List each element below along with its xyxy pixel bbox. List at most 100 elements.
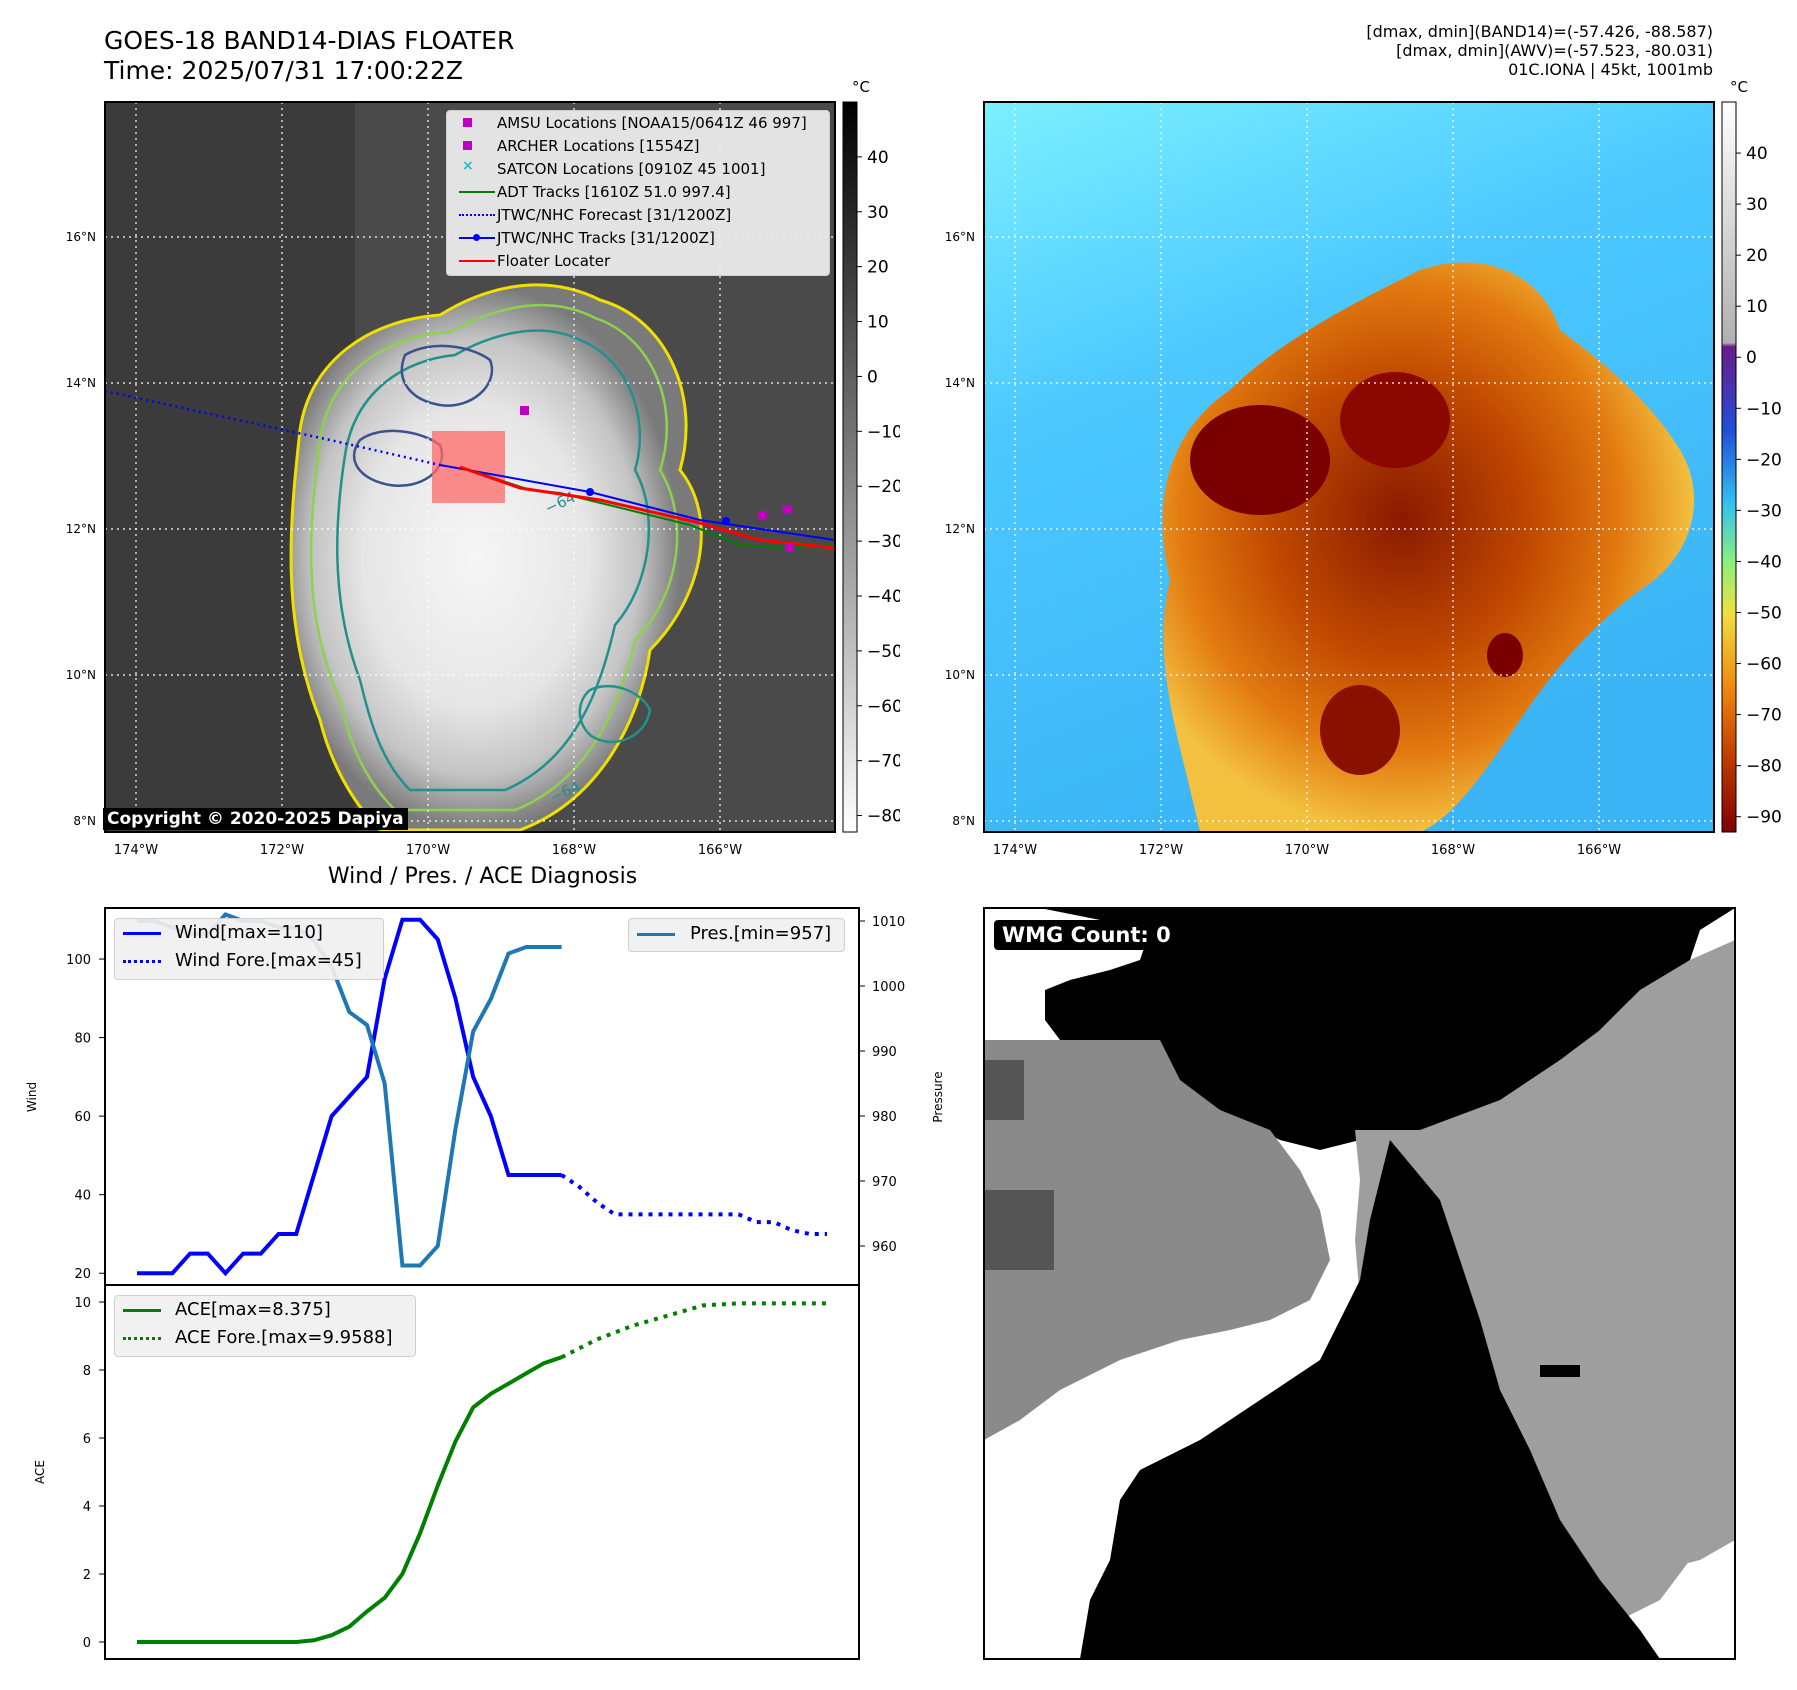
y2-tick-label: 990 bbox=[872, 1045, 897, 1060]
ir-legend-item: × SATCON Locations [0910Z 45 1001] bbox=[447, 157, 829, 180]
ir-legend-swatch bbox=[459, 214, 495, 216]
wind-legend-label: Wind[max=110] bbox=[175, 922, 323, 943]
y-tick-label: 100 bbox=[66, 953, 91, 968]
ir-colorbar bbox=[842, 101, 858, 833]
y2-tick-label: 980 bbox=[872, 1110, 897, 1125]
lat-label: 12°N bbox=[945, 522, 975, 536]
lon-label: 170°W bbox=[406, 843, 450, 858]
ir-legend-swatch bbox=[463, 118, 472, 127]
colorbar-tick-label: −30 bbox=[1746, 501, 1782, 521]
colorbar-tick-label: −40 bbox=[1746, 552, 1782, 572]
awv-map-frame bbox=[983, 101, 1715, 833]
pres-legend-swatch bbox=[637, 933, 675, 936]
colorbar-tick-label: −20 bbox=[867, 477, 900, 497]
ir-legend-label: AMSU Locations [NOAA15/0641Z 46 997] bbox=[497, 114, 807, 132]
lon-label: 174°W bbox=[993, 843, 1037, 858]
ir-legend-item: JTWC/NHC Tracks [31/1200Z] bbox=[447, 226, 829, 249]
figure-title: GOES-18 BAND14-DIAS FLOATER Time: 2025/0… bbox=[104, 26, 514, 86]
ace-forecast-line bbox=[560, 1301, 827, 1360]
wind-ticks: 20 40 60 80 100 bbox=[66, 953, 105, 1282]
lat-label: 14°N bbox=[945, 376, 975, 390]
lat-label: 8°N bbox=[73, 814, 96, 828]
ace-tick-label: 2 bbox=[83, 1568, 91, 1583]
colorbar-tick-label: −60 bbox=[867, 697, 900, 717]
y2-tick-label: 1010 bbox=[872, 915, 905, 930]
ir-colorbar-unit: °C bbox=[852, 78, 870, 96]
colorbar-tick-label: −90 bbox=[1746, 808, 1782, 828]
lon-label: 170°W bbox=[1285, 843, 1329, 858]
awv-lon-labels: 174°W 172°W 170°W 168°W 166°W bbox=[993, 843, 1621, 858]
colorbar-tick-label: −70 bbox=[1746, 706, 1782, 726]
lon-label: 172°W bbox=[260, 843, 304, 858]
y-tick-label: 40 bbox=[74, 1189, 91, 1204]
ace-series bbox=[137, 1301, 827, 1644]
ace-fore-legend-label: ACE Fore.[max=9.9588] bbox=[175, 1327, 393, 1348]
wind-fore-legend-label: Wind Fore.[max=45] bbox=[175, 950, 362, 971]
ir-legend-item: ARCHER Locations [1554Z] bbox=[447, 134, 829, 157]
ir-legend-item: ADT Tracks [1610Z 51.0 997.4] bbox=[447, 180, 829, 203]
stats-line-3: 01C.IONA | 45kt, 1001mb bbox=[1508, 60, 1713, 79]
ace-line bbox=[137, 1355, 563, 1644]
wind-forecast-line bbox=[560, 1173, 827, 1236]
pressure-axis-label: Pressure bbox=[931, 1071, 945, 1122]
ir-legend-label: SATCON Locations [0910Z 45 1001] bbox=[497, 160, 766, 178]
colorbar-tick-label: −10 bbox=[1746, 399, 1782, 419]
ace-ticks: 0 2 4 6 8 10 bbox=[74, 1296, 105, 1651]
colorbar-tick-label: 20 bbox=[867, 258, 889, 278]
y-tick-label: 20 bbox=[74, 1267, 91, 1282]
ir-legend-swatch-dot bbox=[473, 234, 480, 241]
ir-legend-label: JTWC/NHC Forecast [31/1200Z] bbox=[497, 206, 732, 224]
lat-label: 14°N bbox=[66, 376, 96, 390]
track-point bbox=[586, 488, 594, 496]
awv-colorbar bbox=[1721, 101, 1737, 833]
wind-axis-label: Wind bbox=[25, 1082, 39, 1112]
wind-line bbox=[137, 917, 562, 1277]
lat-label: 10°N bbox=[66, 668, 96, 682]
ir-lon-labels: 174°W 172°W 170°W 168°W 166°W bbox=[114, 843, 742, 858]
awv-lat-labels: 16°N 14°N 12°N 10°N 8°N bbox=[945, 230, 975, 828]
ace-tick-label: 10 bbox=[74, 1296, 91, 1311]
awv-map-panel: 16°N 14°N 12°N 10°N 8°N 174°W 172°W 170°… bbox=[945, 78, 1782, 858]
awv-image bbox=[984, 102, 1714, 832]
colorbar-tick-label: −50 bbox=[867, 642, 900, 662]
colorbar-tick-label: 10 bbox=[867, 313, 889, 333]
title-line-2: Time: 2025/07/31 17:00:22Z bbox=[104, 56, 463, 85]
ir-legend-item: AMSU Locations [NOAA15/0641Z 46 997] bbox=[447, 111, 829, 134]
ace-tick-label: 6 bbox=[83, 1432, 91, 1447]
ir-legend-swatch bbox=[459, 191, 495, 193]
awv-colorbar-unit: °C bbox=[1730, 78, 1748, 96]
amsu-marker bbox=[785, 543, 794, 552]
ir-legend: AMSU Locations [NOAA15/0641Z 46 997] ARCH… bbox=[446, 110, 830, 276]
colorbar-tick-label: −70 bbox=[867, 752, 900, 772]
wind-fore-legend-swatch bbox=[123, 960, 161, 963]
lat-label: 10°N bbox=[945, 668, 975, 682]
ace-legend-label: ACE[max=8.375] bbox=[175, 1299, 331, 1320]
amsu-marker bbox=[758, 511, 767, 520]
ir-legend-label: ARCHER Locations [1554Z] bbox=[497, 137, 700, 155]
stats-line-2: [dmax, dmin](AWV)=(-57.523, -80.031) bbox=[1396, 41, 1713, 60]
lat-label: 8°N bbox=[952, 814, 975, 828]
ace-legend-swatch bbox=[123, 1309, 161, 1312]
ace-fore-legend-swatch bbox=[123, 1337, 161, 1340]
pressure-ticks: 960 970 980 990 1000 1010 bbox=[859, 915, 905, 1255]
colorbar-tick-label: −10 bbox=[867, 422, 900, 442]
floater-track bbox=[459, 465, 835, 550]
colorbar-tick-label: −20 bbox=[1746, 450, 1782, 470]
y2-tick-label: 960 bbox=[872, 1240, 897, 1255]
ir-lat-labels: 16°N 14°N 12°N 10°N 8°N bbox=[66, 230, 96, 828]
colorbar-tick-label: 40 bbox=[1746, 144, 1768, 164]
ace-tick-label: 0 bbox=[83, 1636, 91, 1651]
colorbar-tick-label: −40 bbox=[867, 587, 900, 607]
ace-legend: ACE[max=8.375] ACE Fore.[max=9.9588] bbox=[114, 1295, 416, 1357]
ir-legend-swatch: × bbox=[462, 158, 474, 174]
wind-legend: Wind[max=110] Wind Fore.[max=45] bbox=[114, 918, 384, 980]
ace-tick-label: 8 bbox=[83, 1364, 91, 1379]
colorbar-tick-label: 30 bbox=[1746, 195, 1768, 215]
colorbar-tick-label: 30 bbox=[867, 203, 889, 223]
colorbar-tick-label: 10 bbox=[1746, 297, 1768, 317]
colorbar-tick-label: −30 bbox=[867, 532, 900, 552]
y2-tick-label: 970 bbox=[872, 1175, 897, 1190]
y2-tick-label: 1000 bbox=[872, 980, 905, 995]
colorbar-tick-label: −60 bbox=[1746, 655, 1782, 675]
